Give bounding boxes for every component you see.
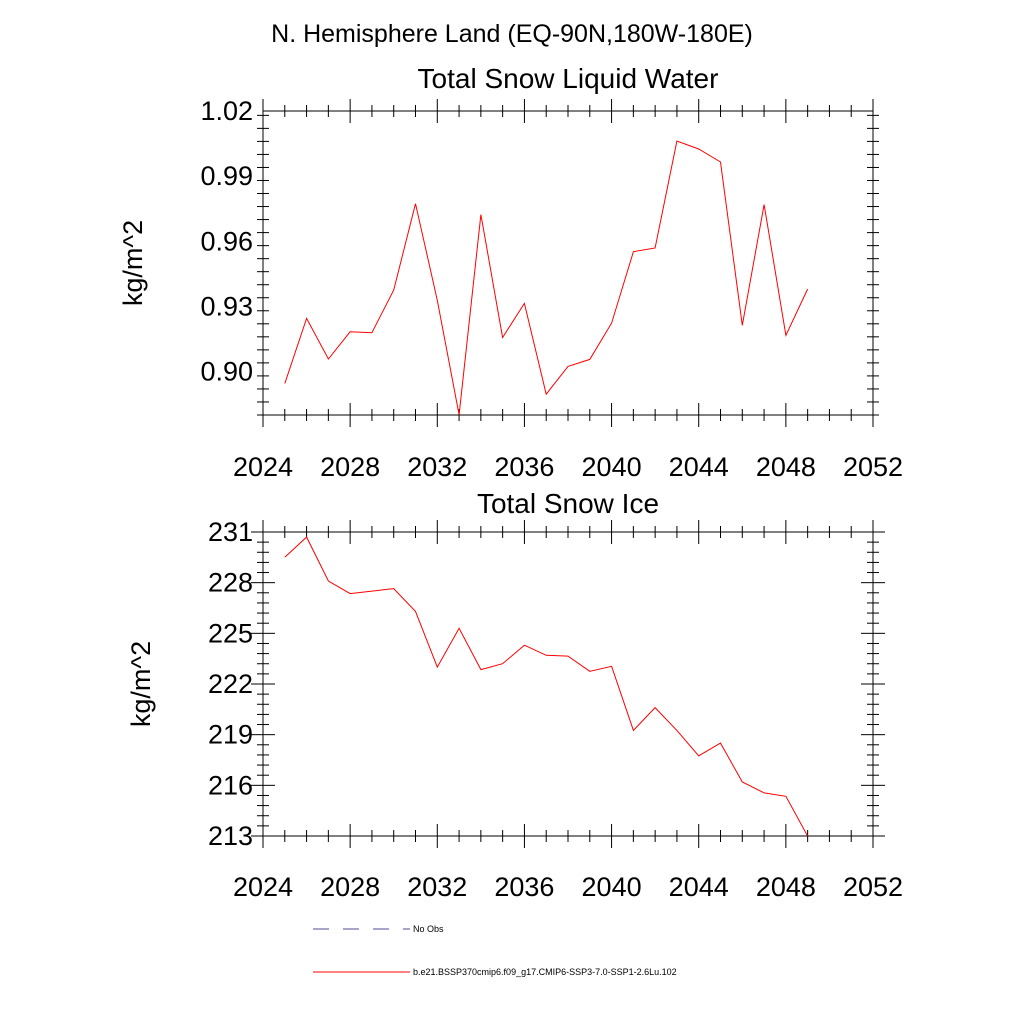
y-tick-label: 0.96 [200,226,253,256]
legend-item: No Obs [313,924,444,934]
y-tick-label: 0.93 [200,291,253,321]
x-tick-label: 2036 [494,452,554,482]
legend-label: b.e21.BSSP370cmip6.f09_g17.CMIP6-SSP3-7.… [413,967,677,977]
y-axis-label: kg/m^2 [118,220,148,306]
x-tick-label: 2032 [407,872,467,902]
x-tick-label: 2024 [233,452,293,482]
x-tick-label: 2044 [669,452,729,482]
plot-frame [262,110,874,416]
series-line [284,536,809,836]
y-tick-label: 228 [208,568,253,598]
chart-panel: Total Snow Ice 2024 2028 2032 2036 2040 2044 20… [126,488,903,902]
x-tick-label: 2028 [320,452,380,482]
series-line [284,140,809,415]
y-tick-label: 225 [208,618,253,648]
x-tick-label: 2048 [756,872,816,902]
x-tick-label: 2048 [756,452,816,482]
legend-item: b.e21.BSSP370cmip6.f09_g17.CMIP6-SSP3-7.… [313,967,677,977]
x-tick-label: 2024 [233,872,293,902]
plot-frame [262,531,874,837]
y-tick-label: 222 [208,669,253,699]
y-tick-label: 0.99 [200,161,253,191]
y-axis-label: kg/m^2 [126,641,156,727]
x-tick-label: 2044 [669,872,729,902]
chart-title: Total Snow Ice [477,488,659,519]
x-tick-label: 2036 [494,872,554,902]
x-tick-label: 2052 [843,872,903,902]
page-title: N. Hemisphere Land (EQ-90N,180W-180E) [271,20,753,48]
y-tick-label: 213 [208,821,253,851]
x-tick-label: 2040 [582,872,642,902]
y-tick-label: 219 [208,720,253,750]
x-tick-label: 2052 [843,452,903,482]
chart-panel: Total Snow Liquid Water 2024 2028 2032 2036 2… [118,63,903,482]
y-tick-label: 0.90 [200,357,253,387]
y-tick-label: 231 [208,517,253,547]
x-tick-label: 2032 [407,452,467,482]
x-tick-label: 2028 [320,872,380,902]
legend-label: No Obs [413,924,444,934]
y-tick-label: 1.02 [200,96,253,126]
y-tick-label: 216 [208,770,253,800]
x-tick-label: 2040 [582,452,642,482]
chart-title: Total Snow Liquid Water [418,63,719,94]
